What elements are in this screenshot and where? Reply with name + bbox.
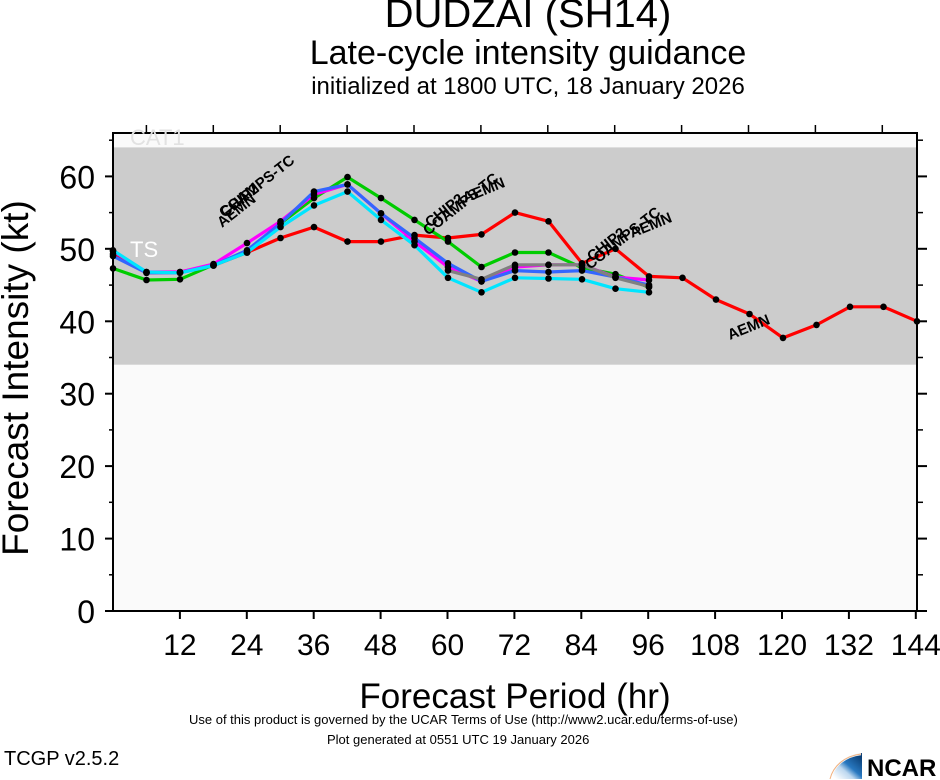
svg-text:24: 24 [230,629,263,662]
svg-text:Forecast Intensity (kt): Forecast Intensity (kt) [0,200,36,556]
svg-text:0: 0 [77,594,95,630]
svg-text:96: 96 [632,629,665,662]
svg-text:50: 50 [59,232,95,268]
svg-text:132: 132 [824,629,874,662]
svg-text:60: 60 [431,629,464,662]
svg-text:10: 10 [59,522,95,558]
svg-text:Forecast Period (hr): Forecast Period (hr) [359,677,670,716]
svg-text:48: 48 [364,629,397,662]
svg-text:144: 144 [891,629,940,662]
svg-text:20: 20 [59,449,95,485]
svg-text:72: 72 [498,629,531,662]
svg-text:CAT1: CAT1 [130,125,185,150]
svg-text:108: 108 [690,629,740,662]
svg-text:12: 12 [163,629,196,662]
svg-text:30: 30 [59,377,95,413]
svg-text:120: 120 [757,629,807,662]
svg-text:36: 36 [297,629,330,662]
svg-text:84: 84 [565,629,598,662]
svg-text:40: 40 [59,304,95,340]
svg-text:TS: TS [130,237,158,262]
svg-text:NCAR: NCAR [867,755,936,780]
svg-text:60: 60 [59,159,95,195]
